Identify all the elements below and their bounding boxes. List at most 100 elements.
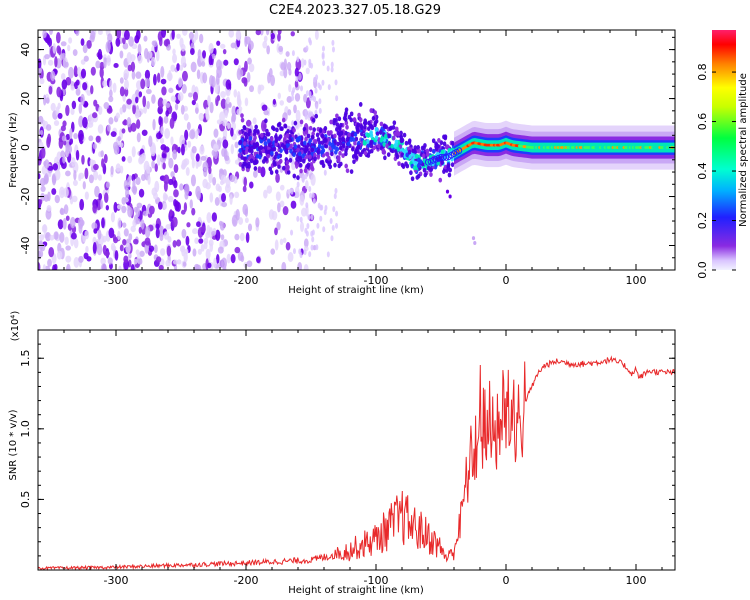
spectrogram-cell: [70, 232, 77, 240]
spectrogram-cell: [373, 122, 377, 128]
spectrogram-cell: [42, 94, 47, 106]
spectrogram-cell: [141, 173, 146, 182]
spectrogram-cell: [439, 140, 444, 146]
spectrogram-cell: [259, 145, 264, 150]
spectrogram-cell: [275, 173, 280, 184]
y-tick-label: -40: [19, 237, 32, 255]
spectrogram-cell: [100, 150, 104, 158]
spectrogram-cell: [443, 134, 448, 140]
spectrogram-cell: [144, 226, 151, 238]
spectrogram-cell: [216, 119, 223, 125]
spectrogram-cell: [277, 164, 281, 169]
spectrogram-cell: [290, 200, 297, 209]
spectrogram-cell: [148, 245, 155, 252]
spectrogram-cell: [318, 107, 322, 114]
spectrogram-cell: [121, 197, 127, 205]
spectrogram-cell: [138, 188, 145, 198]
spectrogram-cell: [378, 129, 383, 135]
spectrogram-cell: [181, 70, 188, 82]
spectrogram-cell: [306, 223, 310, 230]
spectrogram-cell: [180, 163, 186, 170]
spectrogram-cell: [220, 98, 227, 109]
spectrogram-cell: [267, 142, 272, 148]
spectrogram-cell: [244, 135, 249, 141]
spectrogram-cell: [196, 221, 201, 228]
spectrogram-cell: [363, 150, 368, 156]
spectrogram-cell: [75, 149, 80, 161]
spectrogram-cell: [298, 156, 303, 161]
spectrogram-cell: [369, 123, 374, 129]
spectrogram-cell: [299, 221, 305, 232]
spectrogram-cell: [411, 148, 416, 154]
spectrogram-cell: [274, 134, 278, 140]
spectrogram-cell: [244, 149, 249, 155]
spectrogram-cell: [230, 253, 236, 264]
spectrogram-cell: [237, 153, 242, 158]
spectrogram-cell: [78, 174, 82, 182]
spectrogram-cell: [337, 116, 342, 122]
spectrogram-cell: [242, 185, 247, 193]
spectrogram-cell: [310, 244, 314, 251]
spectrogram-cell: [426, 165, 431, 171]
x-tick-label: -100: [364, 274, 389, 287]
spectrogram-cell: [247, 131, 251, 137]
spectrogram-cell: [221, 193, 226, 203]
spectrogram-cell: [303, 263, 309, 270]
spectrogram-cell: [383, 155, 387, 161]
spectrogram-cell: [38, 262, 41, 270]
spectrogram-cell: [349, 111, 354, 117]
x-tick-label: -300: [104, 274, 129, 287]
spectrogram-cell: [354, 136, 359, 142]
spectrogram-cell: [128, 174, 132, 181]
spectrogram-cell: [183, 113, 189, 121]
spectrogram-cell: [38, 115, 44, 125]
spectrogram-cell: [48, 246, 55, 258]
spectrogram-cell: [301, 176, 305, 183]
spectrogram-cell: [291, 95, 295, 102]
spectrogram-cell: [308, 154, 312, 160]
spectrogram-cell: [267, 138, 271, 144]
x-tick-label: 0: [503, 574, 510, 587]
spectrogram-cell: [222, 139, 229, 149]
spectrogram-cell: [223, 148, 228, 161]
spectrogram-cell: [105, 40, 111, 53]
spectrogram-cell: [291, 90, 295, 97]
colorbar-label: Normalized spectral amplitude: [738, 73, 749, 227]
spectrogram-cell: [123, 69, 130, 80]
spectrogram-cell: [206, 212, 212, 224]
spectrogram-cell: [143, 35, 148, 42]
spectrogram-cell: [438, 177, 443, 183]
spectrogram-cell: [268, 166, 273, 172]
spectrogram-cell: [131, 70, 136, 80]
spectrogram-cell: [220, 174, 227, 184]
spectrogram-cell: [41, 224, 48, 234]
spectrogram-cell: [288, 84, 292, 93]
spectrogram-cell: [135, 249, 140, 255]
spectrogram-cell: [295, 156, 299, 162]
spectrogram-cell: [329, 217, 333, 224]
spectrogram-cell: [110, 211, 115, 223]
spectrogram-cell: [304, 113, 308, 120]
spectrogram-cell: [115, 163, 121, 173]
spectrogram-cell: [158, 264, 164, 270]
spectrogram-cells: [38, 30, 675, 270]
spectrogram-cell: [86, 39, 92, 49]
spectrogram-cell: [148, 205, 155, 215]
spectrogram-cell: [279, 238, 284, 246]
spectrogram-cell: [428, 147, 433, 153]
spectrogram-cell: [221, 201, 228, 208]
spectrogram-cell: [123, 119, 128, 125]
spectrogram-cell: [244, 217, 249, 224]
spectrogram-cell: [103, 250, 110, 257]
spectrogram-cell: [351, 137, 356, 142]
spectrogram-cell: [315, 244, 319, 251]
spectrogram-cell: [443, 164, 448, 170]
spectrogram-cell: [93, 99, 98, 107]
spectrogram-cell: [147, 175, 151, 186]
spectrogram-cell: [195, 264, 202, 270]
spectrogram-cell: [279, 100, 285, 106]
spectrogram-cell: [392, 120, 397, 126]
spectrogram-cell: [247, 148, 252, 153]
spectrogram-cell: [158, 115, 162, 126]
spectrogram-cell: [471, 236, 476, 241]
